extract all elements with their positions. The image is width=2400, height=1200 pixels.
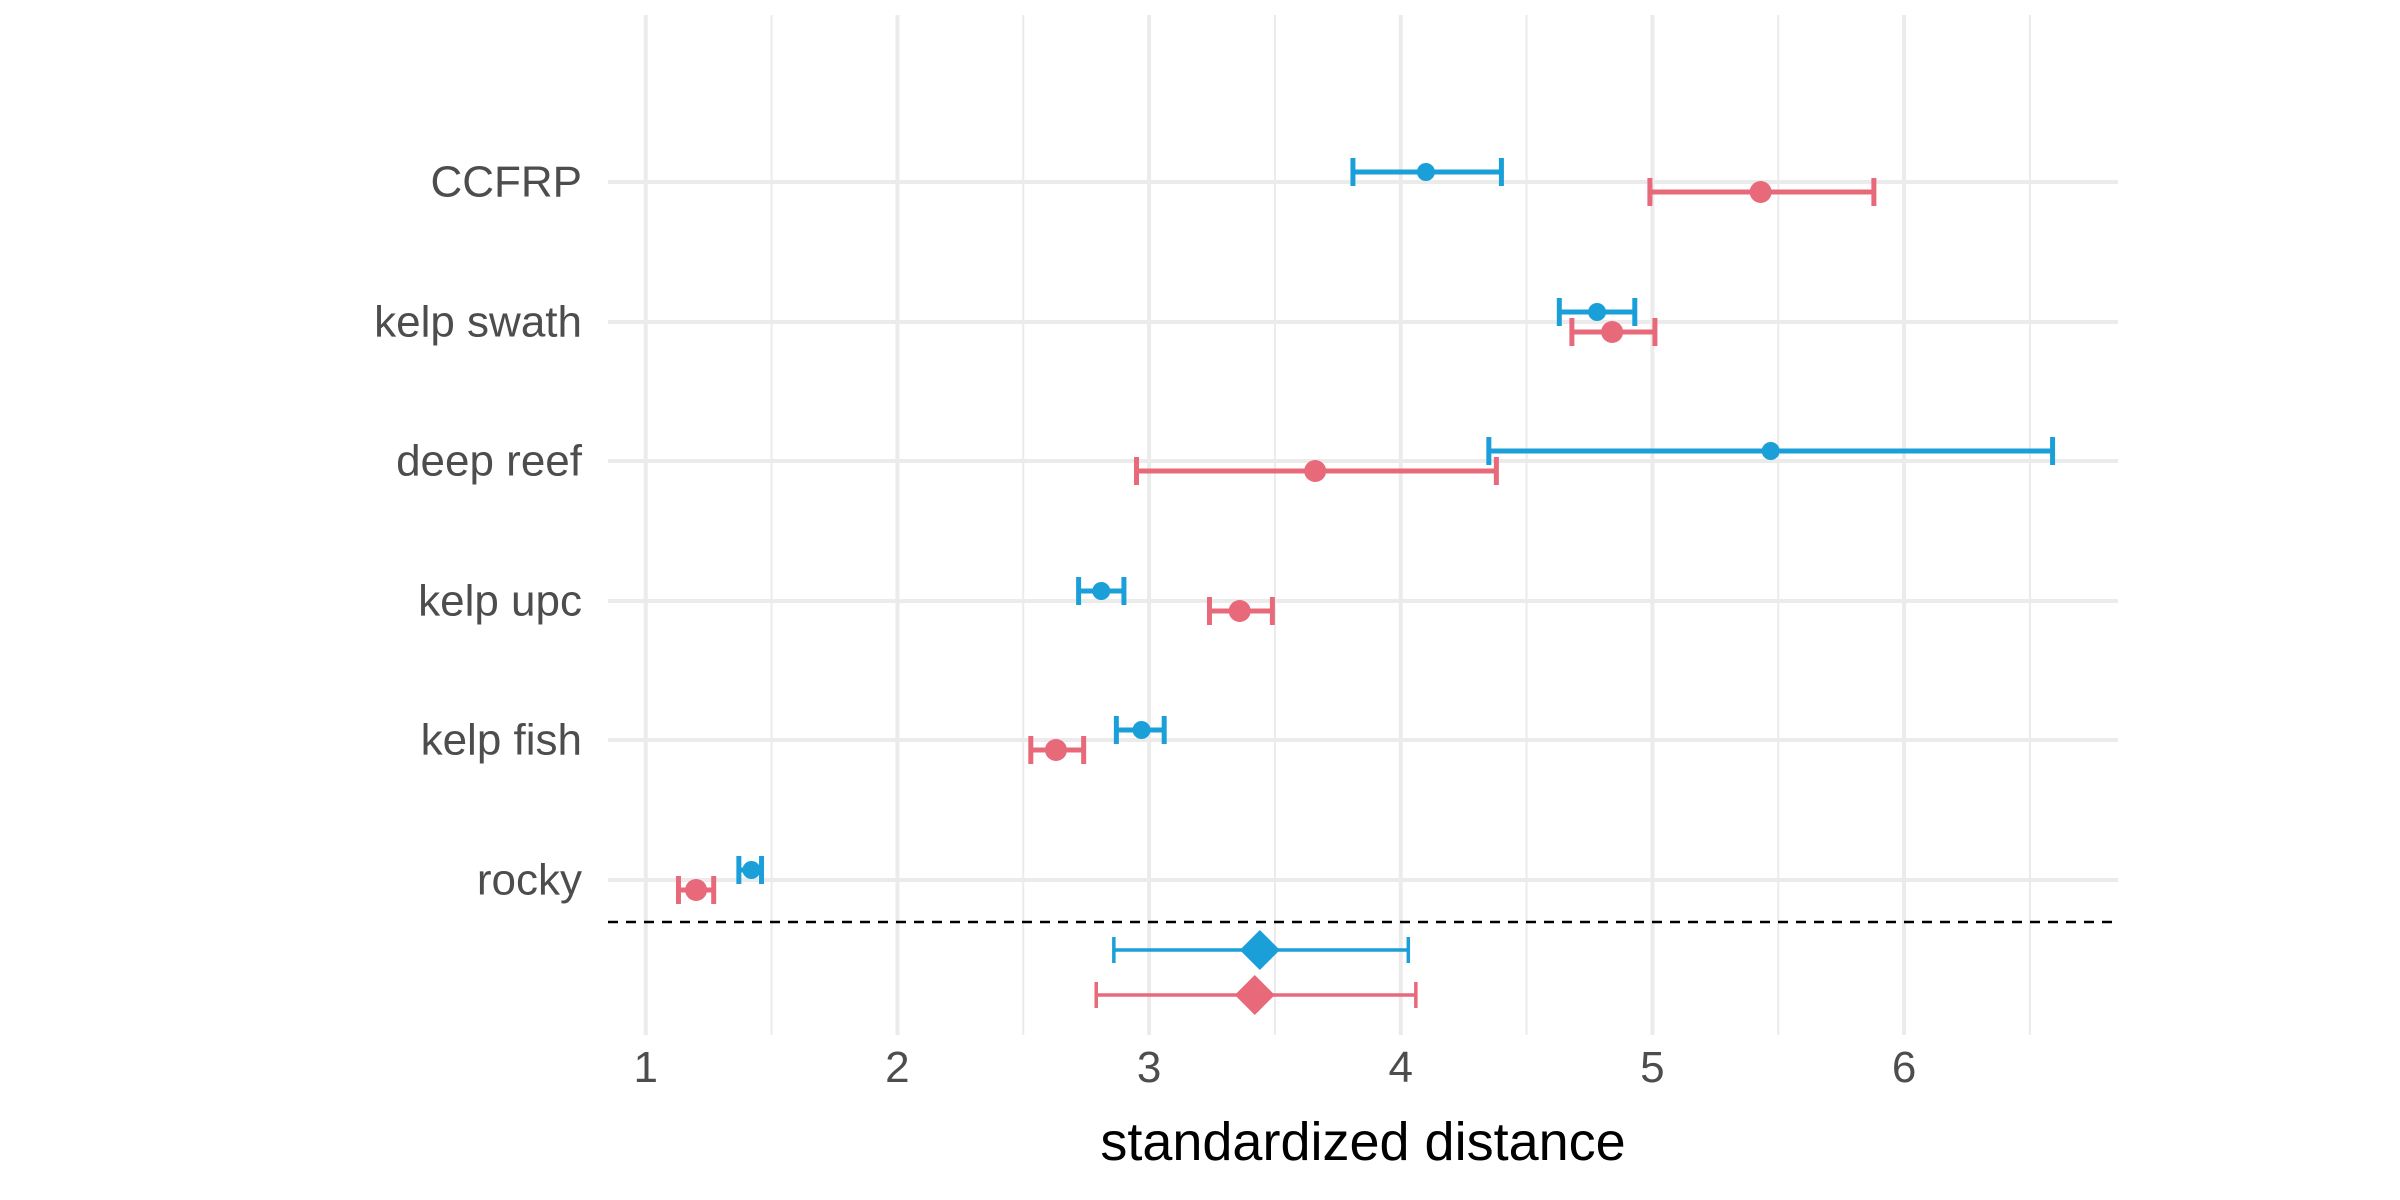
y-tick-label: rocky — [477, 856, 582, 905]
series-1 — [736, 158, 2056, 970]
summary-diamond — [1239, 930, 1280, 970]
point-estimate — [1092, 582, 1111, 600]
x-tick-label: 3 — [1137, 1043, 1161, 1092]
y-axis-labels: CCFRP kelp swath deep reef kelp upc kelp fis… — [374, 158, 583, 905]
point-estimate — [1749, 181, 1772, 203]
x-tick-label: 6 — [1892, 1043, 1916, 1092]
point-estimate — [1304, 460, 1327, 482]
point-estimate — [1132, 721, 1151, 739]
y-tick-label: kelp upc — [418, 577, 582, 626]
point-estimate — [1416, 163, 1435, 181]
x-axis-title: standardized distance — [1100, 1112, 1625, 1172]
x-axis-labels: 1 2 3 4 5 6 — [634, 1043, 1917, 1092]
series-2 — [675, 178, 1877, 1015]
y-tick-label: kelp fish — [421, 716, 582, 765]
gridlines — [608, 15, 2118, 1035]
point-estimate — [742, 861, 761, 879]
x-tick-label: 4 — [1389, 1043, 1413, 1092]
point-estimate — [1044, 739, 1067, 761]
point-estimate — [685, 879, 708, 901]
x-tick-label: 2 — [885, 1043, 909, 1092]
y-tick-label: CCFRP — [430, 158, 582, 207]
y-tick-label: deep reef — [396, 437, 583, 486]
point-estimate — [1588, 303, 1607, 321]
point-estimate — [1228, 600, 1251, 622]
point-estimate — [1601, 321, 1624, 343]
x-tick-label: 1 — [634, 1043, 658, 1092]
summary-diamond — [1234, 975, 1275, 1015]
x-tick-label: 5 — [1640, 1043, 1664, 1092]
point-estimate — [1761, 442, 1780, 460]
y-tick-label: kelp swath — [374, 298, 582, 347]
